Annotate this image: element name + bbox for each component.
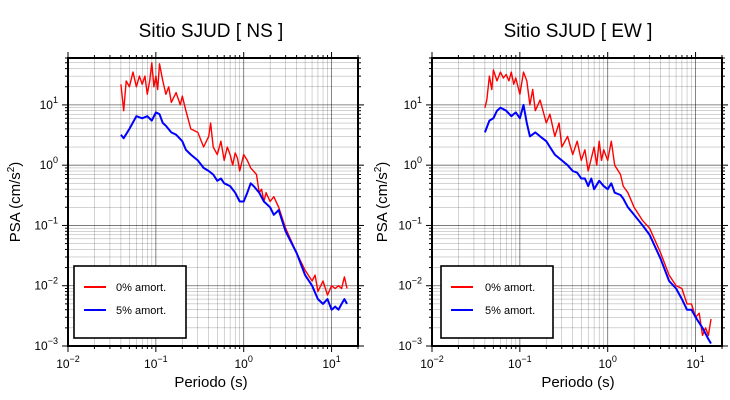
y-axis-label-end: ) bbox=[7, 162, 24, 167]
legend-label-0: 0% amort. bbox=[485, 282, 535, 294]
y-tick-label-base: 10 bbox=[398, 279, 412, 293]
y-tick-label: 101 bbox=[40, 95, 58, 112]
legend-label-1: 5% amort. bbox=[485, 305, 535, 317]
x-tick-label-exp: 1 bbox=[700, 354, 705, 364]
series-line-damping-0 bbox=[120, 62, 348, 296]
x-tick-label-exp: −1 bbox=[521, 354, 531, 364]
y-tick-label-exp: −3 bbox=[48, 336, 58, 346]
x-axis-label: Periodo (s) bbox=[174, 374, 247, 391]
y-tick-label: 10−3 bbox=[34, 336, 58, 353]
y-axis-label-main: PSA (cm/s bbox=[374, 172, 391, 242]
x-tick-labels: 10−2 10−1 100 101 bbox=[420, 354, 705, 371]
y-tick-label-exp: −1 bbox=[48, 215, 58, 225]
x-tick-label-base: 10 bbox=[322, 357, 336, 371]
y-tick-label-base: 10 bbox=[398, 339, 412, 353]
y-tick-label-exp: 0 bbox=[417, 155, 422, 165]
x-tick-label-exp: 0 bbox=[612, 354, 617, 364]
y-tick-label: 100 bbox=[404, 155, 422, 172]
y-tick-label: 10−2 bbox=[34, 276, 58, 293]
x-tick-label-exp: 0 bbox=[248, 354, 253, 364]
y-tick-label-base: 10 bbox=[34, 218, 48, 232]
legend-box bbox=[73, 265, 187, 339]
grid-lines bbox=[67, 57, 359, 347]
legend-label-0: 0% amort. bbox=[116, 282, 166, 294]
y-tick-label-exp: 0 bbox=[53, 155, 58, 165]
chart-title: Sitio SJUD [ NS ] bbox=[139, 21, 284, 42]
x-tick-label-base: 10 bbox=[56, 357, 70, 371]
y-axis-label: PSA (cm/s2) bbox=[373, 162, 391, 243]
legend: 0% amort. 5% amort. bbox=[440, 265, 554, 339]
x-tick-label-base: 10 bbox=[235, 357, 249, 371]
y-axis-label: PSA (cm/s2) bbox=[6, 162, 24, 243]
x-axis-label: Periodo (s) bbox=[541, 374, 614, 391]
y-tick-label: 100 bbox=[40, 155, 58, 172]
x-tick-label-exp: 1 bbox=[336, 354, 341, 364]
legend: 0% amort. 5% amort. bbox=[73, 265, 187, 339]
y-tick-label-exp: 1 bbox=[53, 95, 58, 105]
series-line-damping-5 bbox=[483, 103, 712, 345]
series-lines bbox=[483, 69, 712, 345]
x-tick-label: 10−1 bbox=[508, 354, 532, 371]
x-tick-labels: 10−2 10−1 100 101 bbox=[56, 354, 341, 371]
y-tick-label-exp: −2 bbox=[412, 276, 422, 286]
y-tick-label: 10−3 bbox=[398, 336, 422, 353]
y-tick-label-base: 10 bbox=[40, 158, 54, 172]
legend-label-1: 5% amort. bbox=[116, 305, 166, 317]
y-tick-label: 10−1 bbox=[34, 215, 58, 232]
x-tick-label-exp: −1 bbox=[157, 354, 167, 364]
y-tick-label-exp: −2 bbox=[48, 276, 58, 286]
y-tick-label-base: 10 bbox=[40, 98, 54, 112]
series-lines bbox=[120, 62, 348, 311]
x-tick-label: 101 bbox=[686, 354, 704, 371]
y-axis-label-end: ) bbox=[374, 162, 391, 167]
y-tick-label-base: 10 bbox=[34, 279, 48, 293]
x-tick-label-base: 10 bbox=[508, 357, 522, 371]
series-line-damping-5 bbox=[120, 111, 348, 311]
y-tick-label-base: 10 bbox=[404, 98, 418, 112]
axis-ticks bbox=[426, 52, 728, 352]
y-tick-label-exp: −1 bbox=[412, 215, 422, 225]
chart-panel-ew: Sitio SJUD [ EW ] 10−2 10−1 100 101 10−310−… bbox=[373, 21, 728, 391]
y-tick-label-base: 10 bbox=[34, 339, 48, 353]
y-tick-label-base: 10 bbox=[404, 158, 418, 172]
plot-frame bbox=[431, 57, 723, 347]
x-tick-label: 10−2 bbox=[56, 354, 80, 371]
legend-box bbox=[440, 265, 554, 339]
y-axis-label-sup: 2 bbox=[6, 166, 17, 172]
y-tick-label-exp: −3 bbox=[412, 336, 422, 346]
y-axis-label-sup: 2 bbox=[373, 166, 384, 172]
y-tick-label-exp: 1 bbox=[417, 95, 422, 105]
x-tick-label-base: 10 bbox=[420, 357, 434, 371]
y-tick-label-base: 10 bbox=[398, 218, 412, 232]
x-tick-label: 101 bbox=[322, 354, 340, 371]
x-tick-label: 100 bbox=[235, 354, 253, 371]
x-tick-label-exp: −2 bbox=[70, 354, 80, 364]
x-tick-label-exp: −2 bbox=[434, 354, 444, 364]
x-tick-label-base: 10 bbox=[686, 357, 700, 371]
axis-ticks bbox=[62, 52, 364, 352]
x-tick-label: 100 bbox=[599, 354, 617, 371]
series-line-damping-0 bbox=[484, 69, 712, 337]
x-tick-label: 10−2 bbox=[420, 354, 444, 371]
chart-title: Sitio SJUD [ EW ] bbox=[504, 21, 653, 42]
y-tick-label: 101 bbox=[404, 95, 422, 112]
y-tick-label: 10−2 bbox=[398, 276, 422, 293]
y-axis-label-main: PSA (cm/s bbox=[7, 172, 24, 242]
plot-frame bbox=[67, 57, 359, 347]
x-tick-label: 10−1 bbox=[144, 354, 168, 371]
chart-panel-ns: Sitio SJUD [ NS ] 10−2 10−1 100 101 10−310−… bbox=[6, 21, 364, 391]
y-tick-label: 10−1 bbox=[398, 215, 422, 232]
x-tick-label-base: 10 bbox=[144, 357, 158, 371]
x-tick-label-base: 10 bbox=[599, 357, 613, 371]
